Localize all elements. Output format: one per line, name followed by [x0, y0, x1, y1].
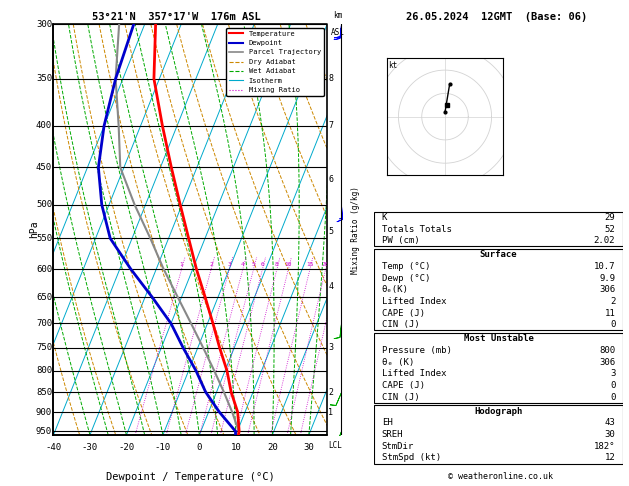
Text: 25: 25 [335, 262, 342, 267]
Text: Temp (°C): Temp (°C) [382, 262, 430, 271]
Text: 0: 0 [610, 381, 615, 390]
Text: 700: 700 [36, 319, 52, 328]
Text: 3: 3 [610, 369, 615, 378]
Text: 53°21'N  357°17'W  176m ASL: 53°21'N 357°17'W 176m ASL [92, 12, 260, 22]
Text: © weatheronline.co.uk: © weatheronline.co.uk [448, 472, 552, 481]
Text: Dewpoint / Temperature (°C): Dewpoint / Temperature (°C) [106, 472, 275, 482]
Text: θₑ(K): θₑ(K) [382, 285, 409, 295]
Text: 600: 600 [36, 264, 52, 274]
Text: EH: EH [382, 418, 392, 427]
Text: θₑ (K): θₑ (K) [382, 358, 414, 366]
Text: Totals Totals: Totals Totals [382, 225, 452, 234]
Text: 3: 3 [328, 343, 333, 352]
Text: SREH: SREH [382, 430, 403, 439]
Text: 550: 550 [36, 234, 52, 243]
Text: 20: 20 [322, 262, 330, 267]
Text: StmSpd (kt): StmSpd (kt) [382, 453, 441, 462]
Text: 6: 6 [260, 262, 264, 267]
Text: Mixing Ratio (g/kg): Mixing Ratio (g/kg) [351, 186, 360, 274]
Text: 5: 5 [328, 227, 333, 236]
Text: 2: 2 [610, 297, 615, 306]
Text: 850: 850 [36, 387, 52, 397]
Text: CIN (J): CIN (J) [382, 320, 420, 329]
Text: Most Unstable: Most Unstable [464, 334, 533, 344]
Text: 8: 8 [328, 74, 333, 83]
Text: 2: 2 [328, 387, 333, 397]
Text: 300: 300 [36, 20, 52, 29]
Text: 3: 3 [228, 262, 231, 267]
Text: 0: 0 [610, 320, 615, 329]
Bar [374, 249, 623, 330]
Text: 10.7: 10.7 [594, 262, 615, 271]
Text: LCL: LCL [328, 441, 342, 450]
Text: 12: 12 [604, 453, 615, 462]
Text: 9.9: 9.9 [599, 274, 615, 283]
Text: 350: 350 [36, 74, 52, 83]
Text: 500: 500 [36, 200, 52, 209]
Text: 0: 0 [197, 443, 202, 452]
Text: CAPE (J): CAPE (J) [382, 381, 425, 390]
Text: 6: 6 [328, 174, 333, 184]
Text: 750: 750 [36, 343, 52, 352]
Text: -30: -30 [82, 443, 98, 452]
Text: Surface: Surface [480, 250, 517, 260]
Text: ASL: ASL [331, 28, 345, 36]
Text: 15: 15 [306, 262, 314, 267]
Legend: Temperature, Dewpoint, Parcel Trajectory, Dry Adiabat, Wet Adiabat, Isotherm, Mi: Temperature, Dewpoint, Parcel Trajectory… [226, 28, 323, 96]
Text: Dewp (°C): Dewp (°C) [382, 274, 430, 283]
Text: 30: 30 [604, 430, 615, 439]
Text: 800: 800 [599, 346, 615, 355]
Text: CIN (J): CIN (J) [382, 393, 420, 401]
Text: km: km [333, 11, 343, 20]
Text: 182°: 182° [594, 442, 615, 451]
Bar [374, 405, 623, 464]
Text: 1: 1 [180, 262, 184, 267]
Text: PW (cm): PW (cm) [382, 236, 420, 245]
Text: Lifted Index: Lifted Index [382, 297, 446, 306]
Text: 5: 5 [252, 262, 255, 267]
Text: CAPE (J): CAPE (J) [382, 309, 425, 317]
Text: 4: 4 [241, 262, 245, 267]
Text: 29: 29 [604, 213, 615, 222]
Text: 306: 306 [599, 358, 615, 366]
Bar [374, 211, 623, 246]
Text: 10: 10 [230, 443, 242, 452]
Text: 450: 450 [36, 163, 52, 172]
Text: StmDir: StmDir [382, 442, 414, 451]
Text: 0: 0 [610, 393, 615, 401]
Text: 306: 306 [599, 285, 615, 295]
Text: 10: 10 [285, 262, 292, 267]
Text: Pressure (mb): Pressure (mb) [382, 346, 452, 355]
Text: 900: 900 [36, 408, 52, 417]
Text: 52: 52 [604, 225, 615, 234]
Text: 20: 20 [267, 443, 278, 452]
Text: 8: 8 [275, 262, 279, 267]
Text: 4: 4 [328, 282, 333, 291]
Text: 1: 1 [328, 408, 333, 417]
Text: 2.02: 2.02 [594, 236, 615, 245]
Bar [374, 333, 623, 403]
Text: 7: 7 [328, 122, 333, 130]
Text: 26.05.2024  12GMT  (Base: 06): 26.05.2024 12GMT (Base: 06) [406, 12, 587, 22]
Text: kt: kt [388, 61, 398, 70]
Text: 43: 43 [604, 418, 615, 427]
Text: Lifted Index: Lifted Index [382, 369, 446, 378]
Text: 650: 650 [36, 293, 52, 302]
Text: 950: 950 [36, 427, 52, 436]
Text: 11: 11 [604, 309, 615, 317]
Text: 800: 800 [36, 366, 52, 375]
Text: -40: -40 [45, 443, 62, 452]
Text: 30: 30 [303, 443, 314, 452]
Text: Hodograph: Hodograph [474, 407, 523, 416]
Text: 2: 2 [209, 262, 213, 267]
Text: 400: 400 [36, 122, 52, 130]
Text: -10: -10 [155, 443, 171, 452]
Text: -20: -20 [118, 443, 135, 452]
Text: hPa: hPa [30, 221, 39, 239]
Text: K: K [382, 213, 387, 222]
